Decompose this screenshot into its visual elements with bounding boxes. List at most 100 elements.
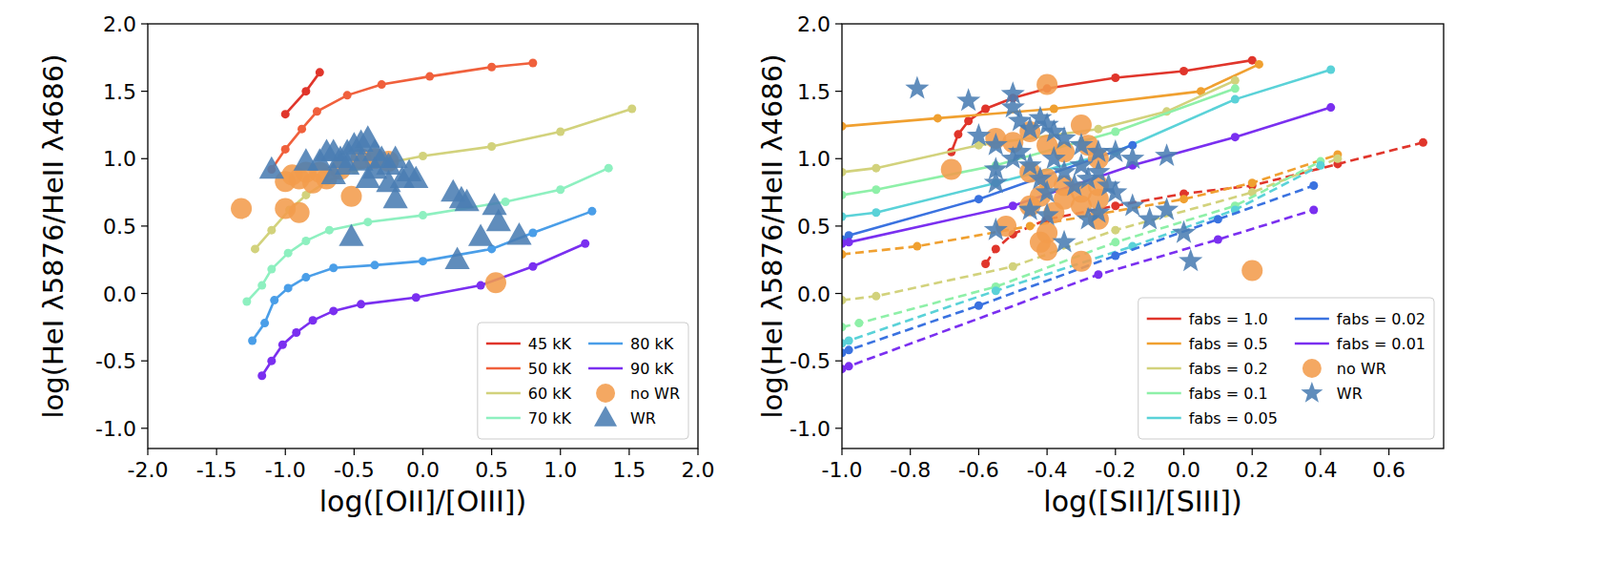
line-point	[1110, 127, 1120, 137]
x-tick	[491, 448, 493, 455]
scatter-point	[941, 159, 963, 181]
line-point	[844, 237, 854, 247]
x-tick-label: -0.6	[958, 457, 1000, 482]
line-point	[528, 262, 537, 271]
y-tick-label: 0.5	[102, 214, 137, 239]
y-tick	[835, 90, 842, 92]
line-point	[587, 206, 596, 216]
y-tick-label: 1.0	[102, 146, 137, 171]
legend-handle	[1147, 391, 1182, 395]
scatter-point	[1051, 229, 1076, 253]
line-point	[841, 122, 847, 131]
series-line	[255, 108, 633, 249]
line-point	[1179, 194, 1189, 204]
scatter-point	[984, 132, 1008, 156]
line-point	[841, 295, 847, 305]
scatter-point	[375, 169, 401, 192]
scatter-point	[904, 76, 929, 100]
line-point	[953, 129, 963, 139]
legend-label: fabs = 0.01	[1336, 334, 1426, 353]
scatter-point	[1178, 247, 1203, 271]
scatter-point	[454, 188, 480, 211]
line-point	[1025, 221, 1035, 230]
line-point	[301, 272, 310, 282]
line-point	[1110, 250, 1120, 260]
legend-label: 70 kK	[528, 409, 573, 428]
line-point	[308, 315, 318, 325]
x-tick-label: 0.2	[1235, 457, 1270, 482]
line-point	[281, 144, 290, 154]
line-point	[1093, 269, 1103, 279]
legend-handle	[588, 367, 623, 370]
line-point	[981, 259, 990, 268]
series-line	[271, 62, 534, 170]
y-tick	[835, 292, 842, 294]
line-point	[325, 225, 334, 235]
y-tick-label: 1.5	[797, 80, 831, 104]
scatter-point	[1036, 74, 1058, 96]
scatter-point	[1070, 250, 1092, 272]
scatter-point	[1042, 145, 1067, 169]
x-tick-label: -2.0	[127, 457, 169, 482]
line-point	[991, 244, 1001, 253]
y-tick	[835, 360, 842, 362]
line-point	[844, 361, 854, 370]
line-point	[1110, 201, 1120, 210]
line-point	[281, 109, 290, 119]
legend-label: no WR	[630, 384, 680, 403]
scatter-point	[1076, 206, 1101, 230]
line-point	[841, 190, 847, 200]
line-point	[1179, 66, 1189, 76]
x-tick-label: -0.4	[1026, 457, 1068, 482]
line-point	[974, 301, 984, 310]
x-tick	[422, 448, 424, 455]
line-point	[854, 318, 863, 328]
legend-handle	[1300, 381, 1323, 403]
series-line	[985, 142, 1424, 264]
x-tick	[285, 448, 287, 455]
scatter-point	[1018, 197, 1043, 221]
line-point	[1213, 214, 1223, 224]
y-tick	[141, 225, 148, 226]
plot-frame	[841, 23, 1444, 449]
series-line	[841, 158, 1338, 300]
line-point	[370, 260, 380, 269]
x-tick-label: 1.0	[543, 457, 577, 482]
scatter-point	[1036, 239, 1058, 261]
y-tick-label: 2.0	[102, 12, 137, 37]
series-line	[841, 69, 1332, 217]
x-tick	[1319, 448, 1321, 455]
scatter-point	[1051, 125, 1076, 149]
scatter-point	[288, 202, 310, 224]
line-point	[377, 80, 387, 89]
legend-label: WR	[630, 409, 657, 428]
scatter-point	[956, 87, 981, 111]
scatter-point	[506, 222, 532, 245]
y-tick-label: -0.5	[95, 348, 137, 373]
y-tick-label: -0.5	[789, 348, 831, 373]
line-point	[269, 295, 279, 305]
y-tick-label: 0.5	[797, 214, 831, 239]
y-tick-label: 0.0	[102, 282, 137, 307]
x-tick-label: 0.5	[474, 457, 509, 482]
line-point	[871, 291, 881, 301]
legend-label: 60 kK	[528, 384, 573, 403]
x-tick	[1183, 448, 1185, 455]
legend-handle	[1147, 317, 1182, 321]
legend-handle	[486, 416, 521, 420]
series-line	[285, 72, 320, 115]
scatter-point	[259, 156, 285, 179]
scatter-point	[383, 144, 409, 167]
line-point	[425, 72, 434, 82]
legend-label: fabs = 1.0	[1189, 309, 1269, 329]
y-tick	[141, 360, 148, 362]
legend-label: WR	[1336, 384, 1363, 403]
scatter-point	[1035, 202, 1060, 226]
x-tick	[628, 448, 630, 455]
line-point	[250, 244, 260, 253]
scatter-point	[403, 165, 429, 188]
line-point	[301, 236, 310, 246]
line-point	[266, 225, 276, 235]
line-point	[328, 306, 338, 315]
line-point	[476, 281, 486, 290]
